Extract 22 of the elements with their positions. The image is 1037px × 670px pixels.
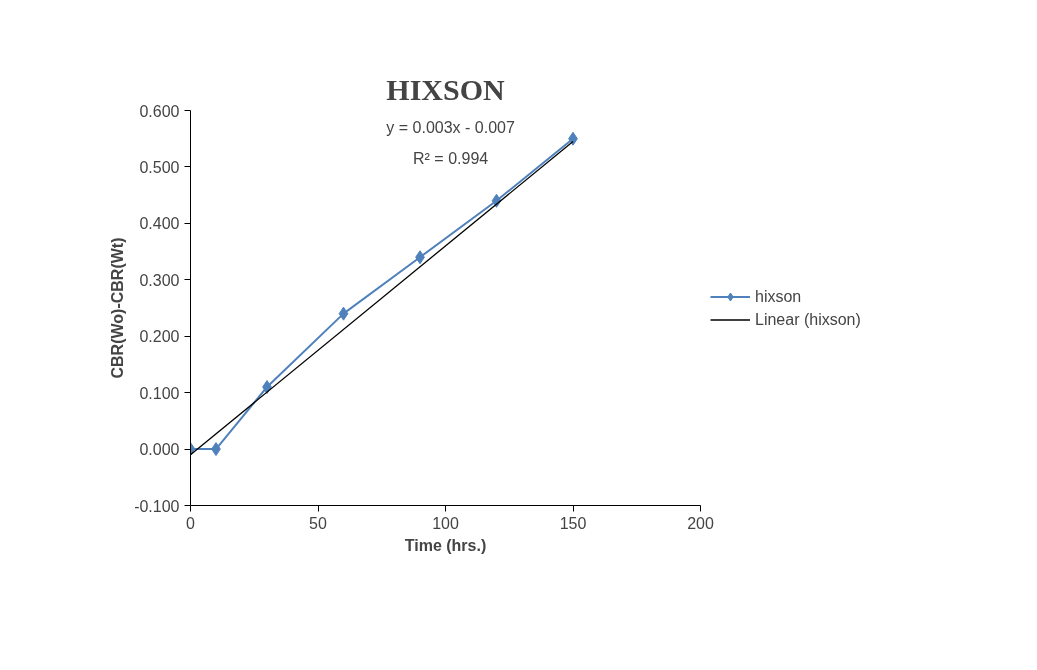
y-axis-title: CBR(Wo)-CBR(Wt) [109,237,127,379]
point [338,306,349,321]
y-tick-label: 0.200 [139,328,180,346]
y-tick-label: 0.300 [139,271,180,289]
annotation: y = 0.003x - 0.007 [386,118,515,136]
y-tick-label: -0.100 [134,497,180,515]
chart-title: HIXSON [386,72,506,106]
legend-label: hixson [755,287,802,305]
x-tick-label: 200 [687,514,714,532]
y-tick-label: 0.500 [139,158,180,176]
annotation: R² = 0.994 [413,149,489,167]
y-tick-label: 0.100 [139,384,180,402]
x-tick-label: 0 [186,514,196,532]
y-tick-label: 0.000 [139,441,180,459]
legend-label: Linear (hixson) [755,310,861,328]
point [262,380,272,394]
x-tick-label: 150 [559,514,587,532]
x-axis-title: Time (hrs.) [404,536,487,554]
y-tick-label: 0.400 [139,215,180,233]
x-tick-label: 50 [309,514,327,532]
y-tick-label: 0.600 [139,102,180,120]
x-tick-label: 100 [432,514,459,532]
